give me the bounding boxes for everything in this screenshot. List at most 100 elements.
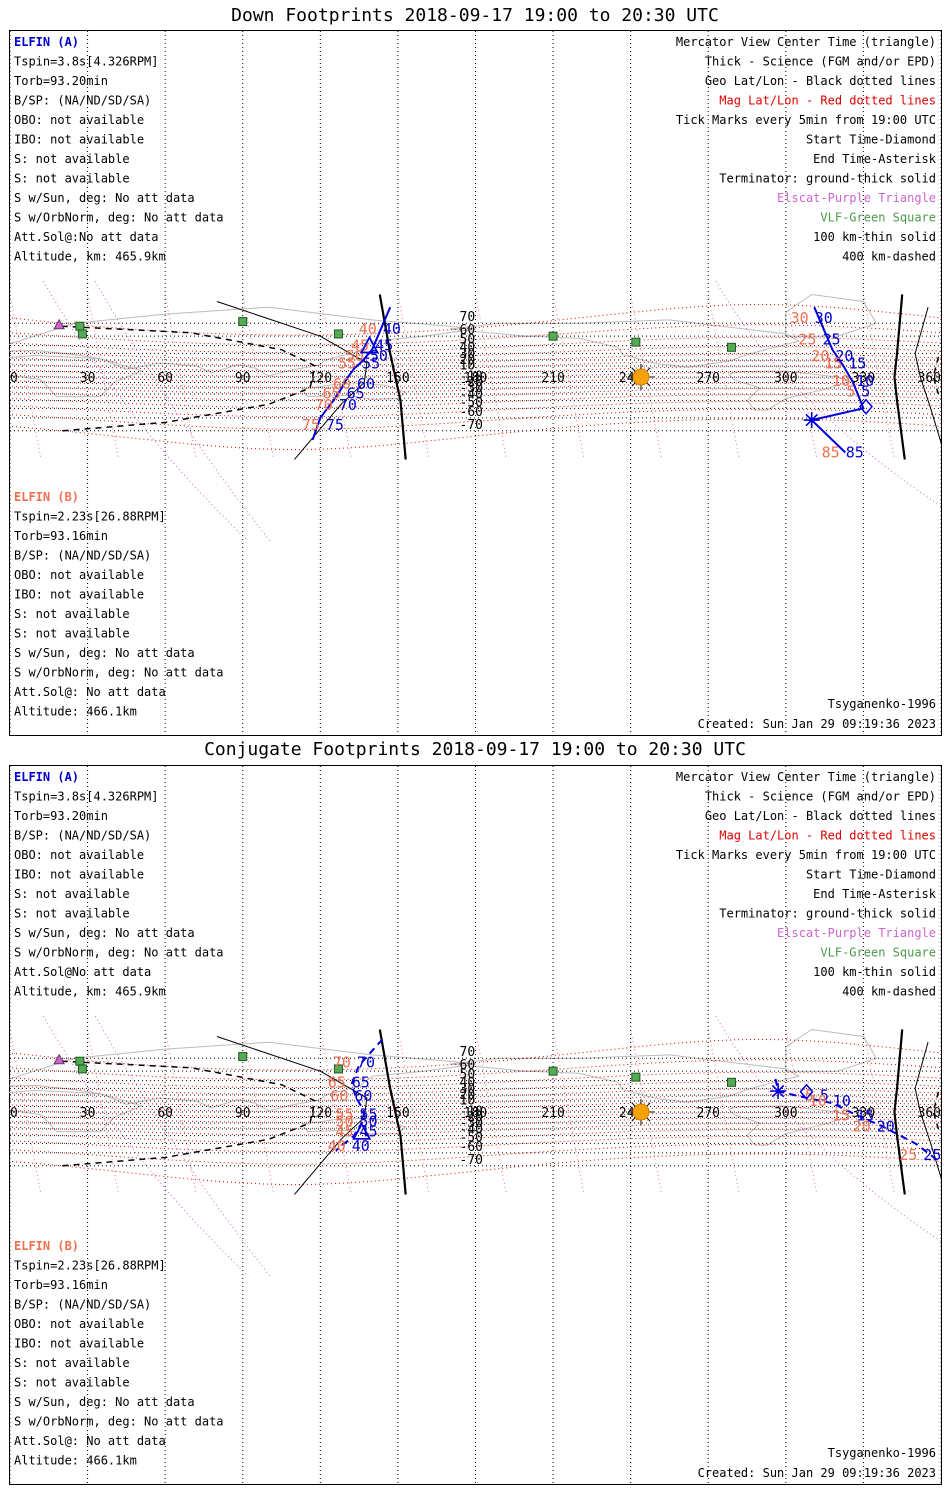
legend-entry: Elscat-Purple Triangle xyxy=(777,191,936,205)
lat-tick-label: 70 xyxy=(460,310,476,325)
elfin-b-info-line: Torb=93.16min xyxy=(14,529,108,543)
tick-label-track: 55 xyxy=(360,1106,378,1124)
lat-tick-label: -30 xyxy=(460,381,483,396)
tick-label-track: 5 xyxy=(861,383,870,401)
legend-entry: Geo Lat/Lon - Black dotted lines xyxy=(705,809,936,823)
elfin-a-info-line: S w/Sun, deg: No att data xyxy=(14,191,195,205)
tick-label-track: 55 xyxy=(362,355,380,373)
tick-label-mag: 20 xyxy=(811,347,829,365)
elfin-a-header: ELFIN (A) xyxy=(14,35,79,49)
mag-latitude-line xyxy=(9,418,942,451)
panel-title-conjugate: Conjugate Footprints 2018-09-17 19:00 to… xyxy=(204,739,746,760)
lon-tick-label: 0 xyxy=(10,1106,18,1121)
tick-label-mag: 25 xyxy=(798,330,816,348)
terminator-line xyxy=(893,1029,906,1195)
elfin-b-info-line: Torb=93.16min xyxy=(14,1278,108,1292)
tick-label-mag: 10 xyxy=(832,372,850,390)
sun-ray xyxy=(631,367,636,372)
lon-tick-label: 180 xyxy=(464,1106,487,1121)
elfin-b-info-line: OBO: not available xyxy=(14,568,144,582)
elfin-a-info-line: S w/Sun, deg: No att data xyxy=(14,926,195,940)
elfin-a-info-line: Torb=93.20min xyxy=(14,809,108,823)
lon-tick-label: 330 xyxy=(852,1106,875,1121)
model-label: Tsyganenko-1996 xyxy=(828,1446,936,1460)
tick-label-track: 60 xyxy=(357,375,375,393)
sun-ray xyxy=(646,1102,651,1107)
tick-label-track: 15 xyxy=(856,1106,874,1124)
tick-label-mag: 60 xyxy=(330,1087,348,1105)
vlf-green-square xyxy=(333,1064,343,1074)
tick-label-track: 25 xyxy=(923,1146,941,1164)
continent-outline-1 xyxy=(9,1041,476,1112)
continent-outline-4 xyxy=(727,1105,853,1146)
elfin-b-info-line: B/SP: (NA/ND/SD/SA) xyxy=(14,549,151,563)
elfin-a-info-line: Att.Sol@:No att data xyxy=(14,230,159,244)
lon-tick-label: 150 xyxy=(386,1106,409,1121)
tick-label-track: 15 xyxy=(848,355,866,373)
tick-label-track: 10 xyxy=(856,372,874,390)
continent-outline-0 xyxy=(9,354,144,398)
lat-tick-label: -60 xyxy=(460,1140,483,1155)
lat-tick-label: 50 xyxy=(460,1068,476,1083)
tick-label-mag: 25 xyxy=(899,1146,917,1164)
tick-label-mag: 10 xyxy=(809,1092,827,1110)
end-time-asterisk xyxy=(770,1083,787,1100)
elfin-a-info-line: Tspin=3.8s[4.326RPM] xyxy=(14,55,159,69)
lat-tick-label: -40 xyxy=(460,1123,483,1138)
elfin-a-info-line: OBO: not available xyxy=(14,848,144,862)
legend-entry: 400 km-dashed xyxy=(842,985,936,999)
lat-tick-label: 70 xyxy=(460,1045,476,1060)
tick-label-track: 50 xyxy=(370,347,388,365)
lat-tick-label: -40 xyxy=(460,388,483,403)
legend-entry: End Time-Asterisk xyxy=(813,152,937,166)
lat-tick-label: 10 xyxy=(460,1094,476,1109)
lat-tick-label: 10 xyxy=(460,359,476,374)
elfin-b-info-line: Altitude: 466.1km xyxy=(14,1454,137,1468)
lat-tick-label: 60 xyxy=(460,1058,476,1073)
lat-tick-label: 20 xyxy=(460,353,476,368)
vlf-green-square xyxy=(631,1072,641,1082)
tick-label-mag: 15 xyxy=(824,355,842,373)
lat-tick-label: -60 xyxy=(460,405,483,420)
tick-label-mag: 55 xyxy=(335,1106,353,1124)
tick-label-mag: 65 xyxy=(323,384,341,402)
elfin-a-info-line: S: not available xyxy=(14,172,130,186)
elfin-b-info-line: IBO: not available xyxy=(14,588,144,602)
tick-label-track: 70 xyxy=(357,1054,375,1072)
sun-ray xyxy=(631,1102,636,1107)
tick-label-mag: 65 xyxy=(328,1073,346,1091)
vlf-green-square xyxy=(238,317,248,327)
tick-label-mag: 45 xyxy=(351,337,369,355)
elfin-a-info-line: S: not available xyxy=(14,887,130,901)
elfin-b-info-line: IBO: not available xyxy=(14,1337,144,1351)
elfin-a-info-line: S w/OrbNorm, deg: No att data xyxy=(14,946,224,960)
tick-label-track: 20 xyxy=(877,1118,895,1136)
vlf-green-square xyxy=(238,1052,248,1062)
lon-tick-label: 210 xyxy=(541,371,564,386)
elfin-a-info-line: B/SP: (NA/ND/SD/SA) xyxy=(14,829,151,843)
elfin-b-info-line: S w/Sun, deg: No att data xyxy=(14,1395,195,1409)
legend-entry: Thick - Science (FGM and/or EPD) xyxy=(705,55,936,69)
sun-marker xyxy=(632,1103,650,1121)
sun-marker xyxy=(632,368,650,386)
mag-latitude-line xyxy=(9,1153,942,1186)
lat-tick-label: 20 xyxy=(460,1088,476,1103)
tick-label-mag: 40 xyxy=(359,320,377,338)
legend-entry: Geo Lat/Lon - Black dotted lines xyxy=(705,74,936,88)
legend-entry: Thick - Science (FGM and/or EPD) xyxy=(705,790,936,804)
map-frame xyxy=(9,765,942,1485)
lon-tick-label: 30 xyxy=(80,371,96,386)
elfin-b-info-line: S w/Sun, deg: No att data xyxy=(14,646,195,660)
legend-entry: VLF-Green Square xyxy=(820,211,936,225)
vlf-green-square xyxy=(75,1056,85,1066)
terminator-line xyxy=(893,294,906,460)
lat-tick-label: 30 xyxy=(460,1082,476,1097)
vlf-green-square xyxy=(548,1066,558,1076)
legend-entry: 100 km-thin solid xyxy=(813,230,936,244)
footprint-track xyxy=(335,1038,384,1152)
legend-entry: Mag Lat/Lon - Red dotted lines xyxy=(719,94,936,108)
tick-label-track: 50 xyxy=(360,1112,378,1130)
mag-latitude-line xyxy=(9,1135,942,1153)
elfin-b-header: ELFIN (B) xyxy=(14,490,79,504)
tick-label-track: 65 xyxy=(352,1073,370,1091)
